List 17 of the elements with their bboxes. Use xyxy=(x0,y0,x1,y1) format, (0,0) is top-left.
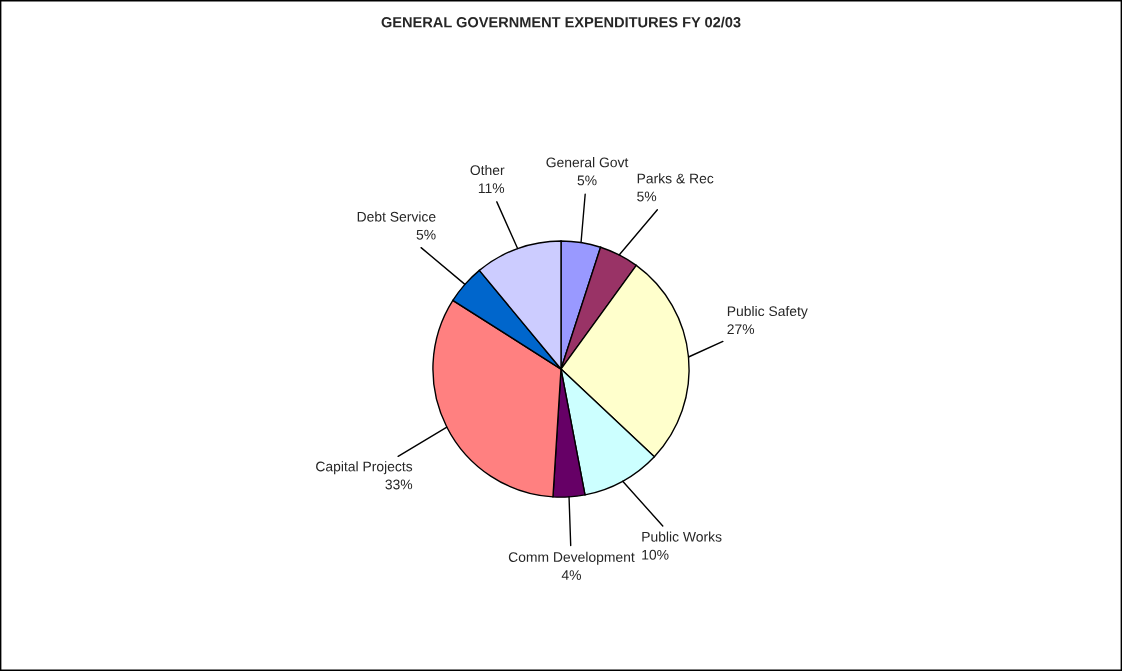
data-label: 5% xyxy=(637,191,657,202)
slice-label: Capital Projects xyxy=(316,461,413,475)
slice-label: Public Works xyxy=(642,531,722,542)
slice-label: Debt Service xyxy=(357,211,436,222)
slice-label: Public Safety xyxy=(727,305,808,319)
slice-label: Other xyxy=(470,164,505,176)
data-label: 33% xyxy=(385,479,413,490)
chart-title: GENERAL GOVERNMENT EXPENDITURES FY 02/03 xyxy=(381,16,741,28)
data-label: 11% xyxy=(478,183,505,194)
slice-label: Parks & Rec xyxy=(637,173,714,184)
data-label: 5% xyxy=(577,175,597,186)
data-label: 27% xyxy=(727,324,755,335)
data-label: 10% xyxy=(642,549,669,560)
data-label: 4% xyxy=(561,570,581,580)
slice-label: Comm Development xyxy=(508,551,635,565)
slice-label: General Govt xyxy=(546,157,629,168)
data-label: 5% xyxy=(416,229,436,240)
